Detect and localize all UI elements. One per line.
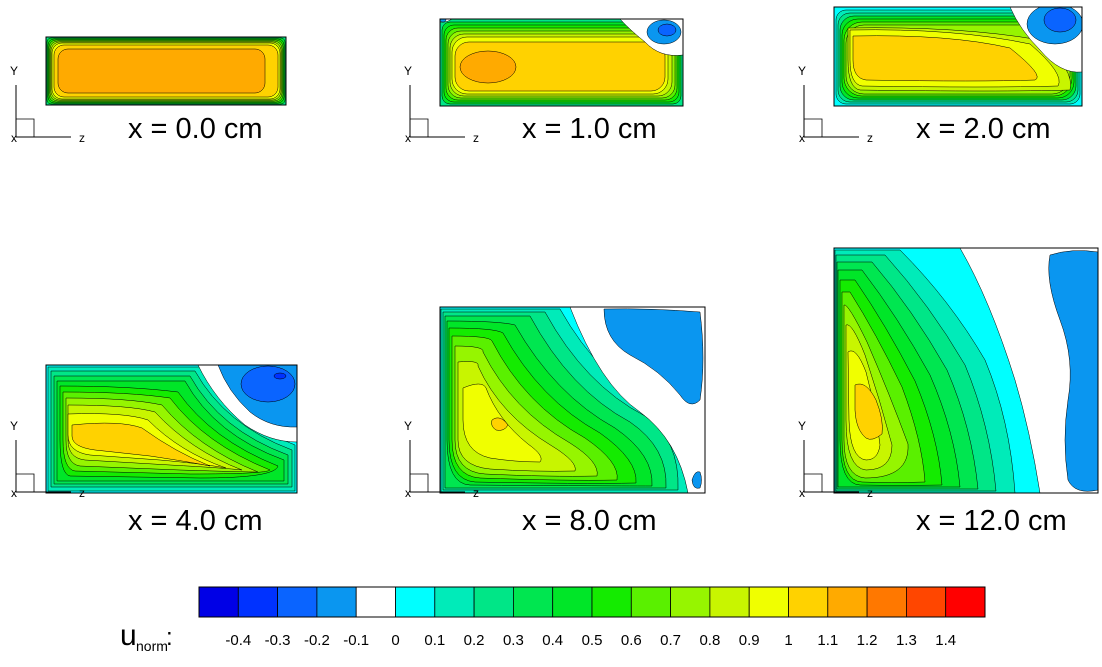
- legend-swatch: [866, 586, 907, 618]
- y-axis-label: Y: [10, 64, 18, 78]
- axis-triad: Yz x: [404, 64, 479, 145]
- legend-swatch: [591, 586, 632, 618]
- panel-label-p0: x = 0.0 cm: [128, 113, 263, 145]
- panel-frame: [439, 18, 684, 107]
- contour-panel-x0: [45, 36, 287, 106]
- legend-tick-label: 1.3: [896, 632, 917, 649]
- legend-tick-label: 0.5: [582, 632, 603, 649]
- legend-swatch: [237, 586, 279, 618]
- legend-swatch: [670, 586, 711, 618]
- contour-panel-x12: [833, 247, 1099, 494]
- legend-tick-label: 1.1: [817, 632, 838, 649]
- axis-triad: Yz x: [10, 419, 85, 500]
- panel-frame: [833, 247, 1099, 494]
- y-axis-label: Y: [798, 64, 806, 78]
- axis-corner-mark: [410, 118, 429, 137]
- legend-swatch: [906, 586, 947, 618]
- z-axis-label: z: [867, 131, 873, 145]
- axis-triad: Yz x: [798, 64, 873, 145]
- legend-swatch: [945, 586, 986, 618]
- legend-swatch: [198, 586, 239, 618]
- legend-colorbar: [198, 586, 986, 618]
- legend-variable: u: [120, 619, 137, 652]
- legend-frame: [198, 586, 986, 618]
- y-axis-label: Y: [404, 64, 412, 78]
- axis-corner-mark: [16, 118, 35, 137]
- panel-label-p1: x = 1.0 cm: [522, 113, 657, 145]
- legend-tick-label: 1.4: [935, 632, 956, 649]
- legend-tick-label: -0.2: [304, 632, 330, 649]
- legend-swatch: [552, 586, 593, 618]
- legend-swatch: [277, 586, 318, 618]
- panel-label-p12: x = 12.0 cm: [916, 505, 1067, 537]
- panel-frame: [45, 364, 298, 494]
- x-axis-label: x: [11, 486, 17, 500]
- x-axis-label: x: [405, 131, 411, 145]
- color-legend: u norm : -0.4 -0.3 -0.2 -0.1 0 0.1 0.2 0.3 0.4 0.…: [120, 586, 986, 654]
- contour-panel-x1: [439, 18, 684, 107]
- legend-swatch: [316, 586, 357, 618]
- legend-tick-label: 0.3: [503, 632, 524, 649]
- legend-tick-label: -0.4: [225, 632, 251, 649]
- legend-tick-label: 0.6: [621, 632, 642, 649]
- panel-labels: x = 0.0 cm x = 1.0 cm x = 2.0 cm x = 4.0 cm…: [128, 113, 1067, 537]
- panel-label-p2: x = 2.0 cm: [916, 113, 1051, 145]
- z-axis-label: z: [79, 486, 85, 500]
- x-axis-label: x: [11, 131, 17, 145]
- panel-label-p8: x = 8.0 cm: [522, 505, 657, 537]
- legend-tick-label: -0.1: [343, 632, 369, 649]
- axis-corner-mark: [16, 473, 35, 492]
- legend-swatch: [630, 586, 671, 618]
- panel-frame: [45, 36, 287, 106]
- y-axis-label: Y: [10, 419, 18, 433]
- contour-panel-x2: [833, 6, 1083, 107]
- panel-frame: [833, 6, 1083, 107]
- legend-tick-label: 1: [784, 632, 792, 649]
- y-axis-label: Y: [404, 419, 412, 433]
- legend-tick-labels: -0.4 -0.3 -0.2 -0.1 0 0.1 0.2 0.3 0.4 0.5 0.6 0.7 0.…: [225, 632, 956, 649]
- contour-panel-x4: [45, 364, 298, 494]
- z-axis-label: z: [867, 486, 873, 500]
- x-axis-label: x: [799, 486, 805, 500]
- axis-triads: Yz x Yz x Yz x Yz x Yz x Yz x: [10, 64, 873, 500]
- x-axis-label: x: [799, 131, 805, 145]
- legend-swatch: [355, 586, 396, 618]
- legend-swatch: [473, 586, 514, 618]
- axis-triad: Yz x: [798, 419, 873, 500]
- axis-triad: Yz x: [404, 419, 479, 500]
- x-axis-label: x: [405, 486, 411, 500]
- axis-corner-mark: [410, 473, 429, 492]
- legend-variable-subscript: norm: [136, 638, 168, 654]
- panel-label-p4: x = 4.0 cm: [128, 505, 263, 537]
- z-axis-label: z: [473, 131, 479, 145]
- contour-panel-x8: [439, 306, 706, 494]
- legend-swatch: [395, 586, 436, 618]
- legend-tick-label: 1.2: [857, 632, 878, 649]
- panel-frame: [439, 306, 706, 494]
- legend-separator: :: [166, 624, 173, 651]
- axis-triad: Yz x: [10, 64, 85, 145]
- legend-tick-label: 0.1: [424, 632, 445, 649]
- z-axis-label: z: [79, 131, 85, 145]
- y-axis-label: Y: [798, 419, 806, 433]
- legend-swatch: [434, 586, 475, 618]
- legend-swatch: [513, 586, 554, 618]
- legend-tick-label: 0: [391, 632, 399, 649]
- axis-corner-mark: [804, 118, 823, 137]
- legend-tick-label: -0.3: [265, 632, 291, 649]
- legend-swatch: [709, 586, 750, 618]
- axis-corner-mark: [804, 473, 823, 492]
- legend-tick-label: 0.8: [699, 632, 720, 649]
- legend-swatch: [827, 586, 868, 618]
- legend-tick-label: 0.2: [464, 632, 485, 649]
- legend-tick-label: 0.7: [660, 632, 681, 649]
- legend-tick-label: 0.9: [739, 632, 760, 649]
- z-axis-label: z: [473, 486, 479, 500]
- legend-swatch: [748, 586, 789, 618]
- legend-tick-label: 0.4: [542, 632, 563, 649]
- legend-swatch: [788, 586, 829, 618]
